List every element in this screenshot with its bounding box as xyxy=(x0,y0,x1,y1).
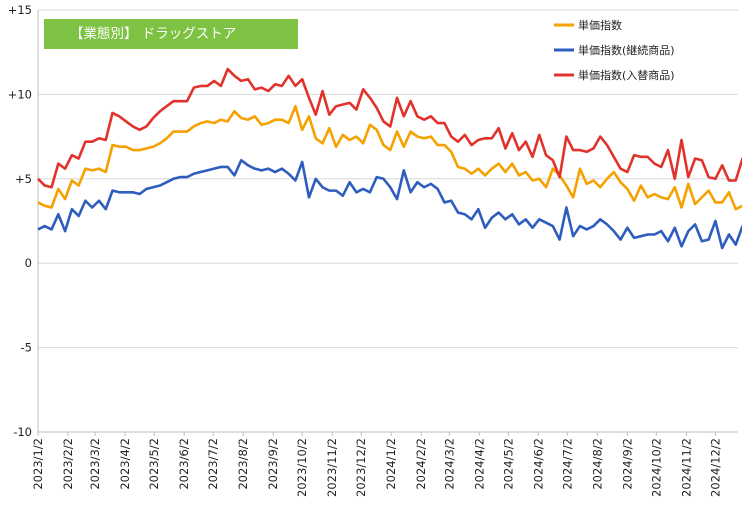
x-tick-label: 2024/5/2 xyxy=(501,438,515,490)
x-tick-label: 2023/1/2 xyxy=(31,438,45,490)
y-tick-label: -5 xyxy=(21,341,32,355)
series-line-2 xyxy=(37,158,742,250)
y-tick-label: -10 xyxy=(13,425,32,439)
x-tick-label: 2023/10/2 xyxy=(295,438,309,497)
x-tick-label: 2024/6/2 xyxy=(531,438,545,490)
x-axis: 2023/1/2 2023/2/2 2023/3/2 2023/4/2 2023/5/2… xyxy=(31,431,738,497)
y-tick-label: +5 xyxy=(15,172,32,186)
y-axis: +15 +10 +5 0 -5 -10 xyxy=(8,3,39,439)
series-lines xyxy=(37,67,742,250)
y-tick-label: 0 xyxy=(25,256,32,270)
x-tick-label: 2024/2/2 xyxy=(414,438,428,490)
y-tick-label: +15 xyxy=(8,3,32,17)
legend-label: 単価指数 xyxy=(578,18,622,32)
legend-label: 単価指数(入替商品) xyxy=(578,68,675,82)
x-tick-label: 2024/1/2 xyxy=(384,438,398,490)
x-tick-label: 2023/2/2 xyxy=(61,438,75,490)
x-tick-label: 2023/3/2 xyxy=(88,438,102,490)
x-tick-label: 2023/6/2 xyxy=(177,438,191,490)
x-tick-label: 2024/12/2 xyxy=(708,438,722,497)
series-line-1 xyxy=(37,104,742,211)
x-tick-label: 2023/4/2 xyxy=(118,438,132,490)
chart-title-badge: 【業態別】 ドラッグストア xyxy=(44,19,298,49)
x-tick-label: 2023/11/2 xyxy=(325,438,339,497)
x-tick-label: 2023/9/2 xyxy=(266,438,280,490)
x-tick-label: 2023/8/2 xyxy=(236,438,250,490)
series-line-3 xyxy=(37,67,742,189)
x-tick-label: 2024/7/2 xyxy=(560,438,574,490)
x-tick-label: 2023/7/2 xyxy=(206,438,220,490)
x-tick-label: 2024/10/2 xyxy=(649,438,663,497)
x-tick-label: 2024/9/2 xyxy=(620,438,634,490)
y-tick-label: +10 xyxy=(8,87,32,101)
x-tick-label: 2024/8/2 xyxy=(590,438,604,490)
legend-label: 単価指数(継続商品) xyxy=(578,43,675,57)
x-tick-label: 2024/3/2 xyxy=(442,438,456,490)
x-tick-label: 2023/5/2 xyxy=(147,438,161,490)
x-tick-label: 2024/11/2 xyxy=(679,438,693,497)
x-tick-label: 2024/4/2 xyxy=(472,438,486,490)
x-tick-label: 2023/12/2 xyxy=(354,438,368,497)
